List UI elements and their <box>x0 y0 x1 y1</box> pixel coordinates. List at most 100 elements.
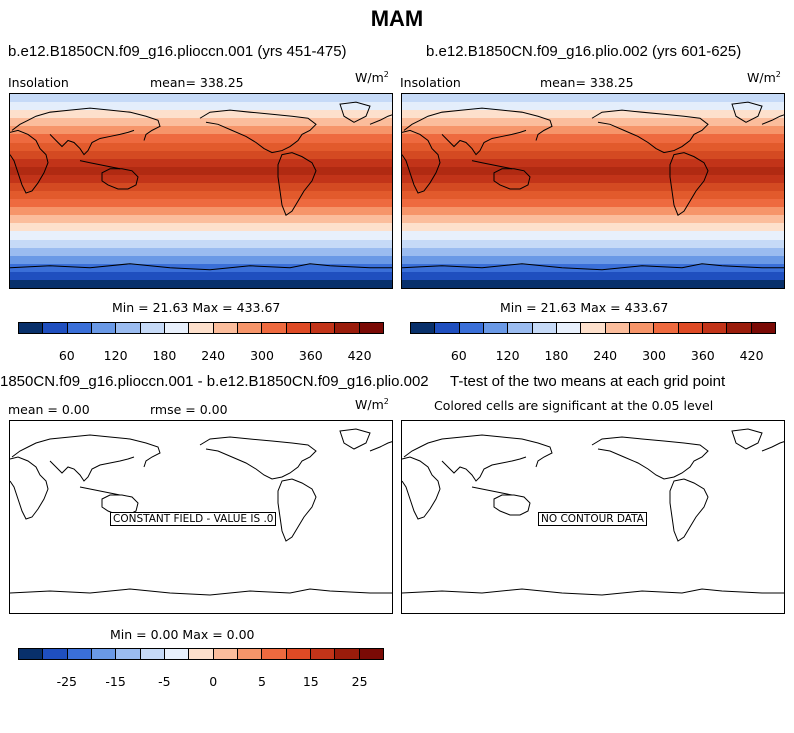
colorbar-swatch <box>116 649 141 659</box>
colorbar-swatch <box>189 649 214 659</box>
coastline <box>101 494 139 516</box>
insolation-band <box>10 279 392 288</box>
coastline <box>277 152 317 217</box>
coastline-overlay <box>10 428 392 596</box>
panel4-map: NO CONTOUR DATA <box>401 420 785 614</box>
coastline <box>369 441 392 452</box>
colorbar-swatch <box>483 323 509 333</box>
colorbar-1: 60 120 180 240 300 360 420 <box>18 322 384 363</box>
panel2-units: W/m2 <box>747 70 781 86</box>
insolation-band <box>402 94 784 103</box>
colorbar-swatch <box>286 649 311 659</box>
coastline <box>10 456 49 520</box>
colorbar-tick-label: -25 <box>56 674 78 689</box>
insolation-band <box>402 239 784 249</box>
colorbar-swatch <box>189 323 214 333</box>
colorbar-tick-label: 60 <box>450 348 467 363</box>
colorbar-swatch <box>19 649 44 659</box>
panel2-title: b.e12.B1850CN.f09_g16.plio.002 (yrs 601-… <box>426 43 742 60</box>
coastline <box>591 109 709 154</box>
coastline <box>199 109 317 154</box>
insolation-band <box>10 207 392 216</box>
insolation-band <box>10 182 392 192</box>
colorbar-swatch <box>213 649 238 659</box>
colorbar-swatch <box>237 323 263 333</box>
insolation-band <box>402 102 784 111</box>
coastline <box>49 456 135 482</box>
colorbar-swatch <box>359 323 383 333</box>
coastline-overlay <box>402 428 784 596</box>
colorbar-tick-label: -15 <box>105 674 126 689</box>
panel4-title: T-test of the two means at each grid poi… <box>450 373 726 390</box>
insolation-band <box>10 271 392 281</box>
colorbar-tick-label: 120 <box>103 348 128 363</box>
insolation-band <box>402 215 784 224</box>
coastline-overlay <box>402 101 784 271</box>
insolation-band <box>10 263 392 273</box>
colorbar-swatch <box>140 323 165 333</box>
colorbar-swatch <box>678 323 703 333</box>
insolation-band <box>402 182 784 192</box>
coastline <box>731 101 763 123</box>
coastline <box>669 152 709 217</box>
colorbar-swatch <box>629 323 655 333</box>
panel1-variable-label: Insolation <box>8 75 69 90</box>
insolation-band <box>402 207 784 216</box>
coastline <box>11 107 161 141</box>
panel2-map <box>401 93 785 289</box>
panel1-units: W/m2 <box>355 70 389 86</box>
insolation-band <box>402 150 784 160</box>
coastline <box>79 160 121 170</box>
insolation-band <box>10 126 392 135</box>
colorbar-swatch <box>164 649 190 659</box>
colorbar-swatch <box>508 323 533 333</box>
insolation-band <box>402 263 784 273</box>
colorbar-tick-label: 420 <box>739 348 764 363</box>
coastline <box>591 436 709 480</box>
insolation-band <box>402 174 784 184</box>
coastline <box>10 129 49 194</box>
panel3-rmse: rmse = 0.00 <box>150 402 228 417</box>
insolation-band <box>402 271 784 281</box>
coastline <box>402 588 784 596</box>
coastline <box>493 494 531 516</box>
colorbar-tick-label: 360 <box>298 348 323 363</box>
colorbar-tick-label: -5 <box>158 674 171 689</box>
coastline <box>403 434 553 468</box>
colorbar-tick-label: 0 <box>209 674 218 689</box>
figure-title: MAM <box>370 6 424 31</box>
coastline <box>402 456 441 520</box>
colorbar-tick-label: 300 <box>642 348 666 363</box>
colorbar-tick-label: 60 <box>58 348 75 363</box>
coastline <box>761 441 784 452</box>
colorbar-swatch <box>702 323 728 333</box>
insolation-band <box>402 247 784 257</box>
colorbar-tick-label: 15 <box>302 674 319 689</box>
colorbar-swatch <box>67 649 92 659</box>
colorbar-swatch <box>213 323 238 333</box>
coastline <box>277 478 317 542</box>
coastline <box>369 114 392 125</box>
colorbar-swatch <box>164 323 190 333</box>
panel3-notice: CONSTANT FIELD - VALUE IS .0 <box>110 512 277 526</box>
colorbar-swatch <box>335 649 360 659</box>
insolation-band <box>10 118 392 127</box>
colorbar-swatch <box>310 323 336 333</box>
colorbar-tick-label: 180 <box>152 348 177 363</box>
colorbar-swatch <box>262 649 287 659</box>
coastline <box>339 101 371 123</box>
coastline <box>79 486 121 496</box>
panel3-map: CONSTANT FIELD - VALUE IS .0 <box>9 420 393 614</box>
insolation-band <box>402 118 784 127</box>
panel4-subtitle: Colored cells are significant at the 0.0… <box>434 398 714 413</box>
coastline <box>339 428 371 450</box>
insolation-band <box>402 110 784 119</box>
panel1-map <box>9 93 393 289</box>
insolation-band <box>10 94 392 103</box>
colorbar-tick-label: 240 <box>593 348 618 363</box>
colorbar-swatch <box>237 649 263 659</box>
colorbar-tick-label: 300 <box>250 348 274 363</box>
insolation-band <box>402 126 784 135</box>
insolation-band <box>402 223 784 232</box>
colorbar-swatch <box>605 323 630 333</box>
